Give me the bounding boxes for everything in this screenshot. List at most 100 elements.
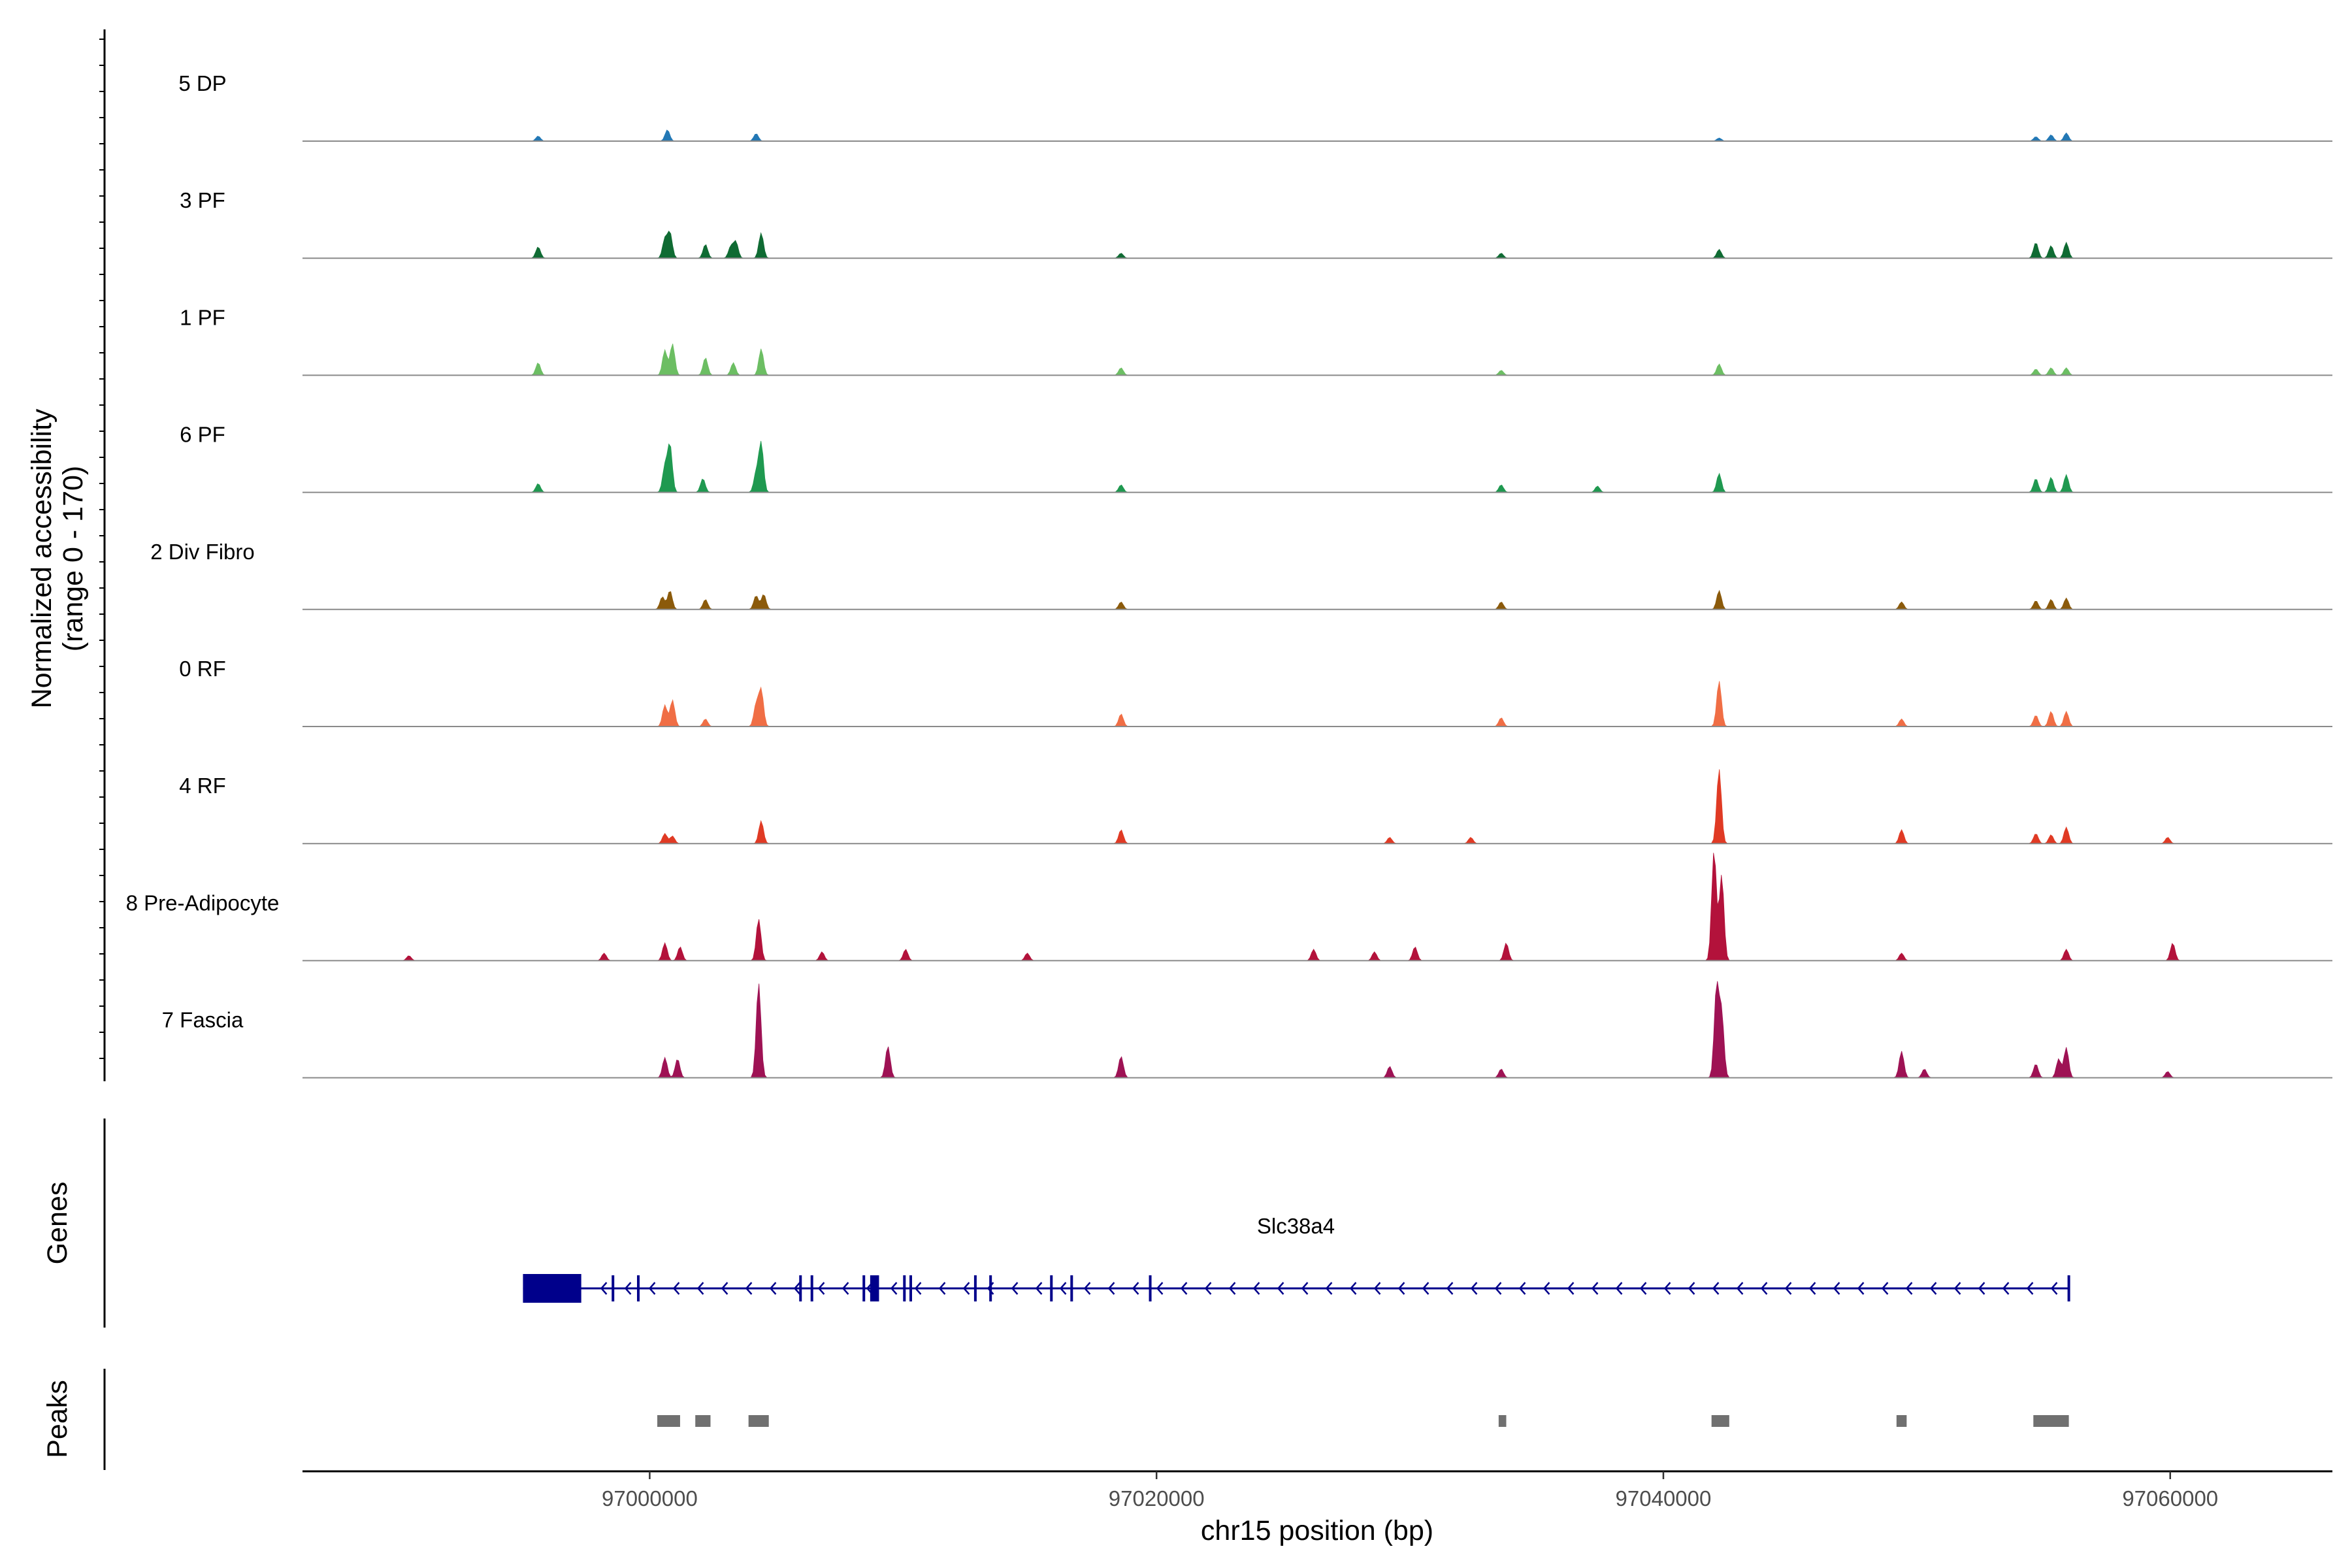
track-1-pf: 1 PF	[180, 305, 2332, 376]
x-axis-ticks: 97000000 97020000 97040000 97060000	[602, 1471, 2218, 1511]
track-label: 0 RF	[179, 657, 226, 681]
track-label: 8 Pre-Adipocyte	[126, 890, 280, 915]
x-tick-label: 97040000	[1616, 1486, 1712, 1511]
strand-arrow	[1228, 1282, 1236, 1295]
peak-region	[1896, 1415, 1907, 1427]
strand-arrow	[1712, 1282, 1720, 1295]
strand-arrow	[1446, 1282, 1454, 1295]
peaks-track	[657, 1415, 2069, 1427]
gene-exon	[1070, 1275, 1073, 1301]
peak-region	[1498, 1415, 1507, 1427]
strand-arrow	[841, 1282, 849, 1295]
peaks-panel-title: Peaks	[42, 1380, 73, 1458]
coverage-area	[370, 981, 2234, 1078]
accessibility-y-title: Normalized accessibility	[26, 408, 57, 708]
coverage-area	[370, 681, 2234, 727]
gene-exon	[612, 1275, 615, 1301]
strand-arrow	[1905, 1282, 1913, 1295]
strand-arrow	[745, 1282, 753, 1295]
strand-arrow	[1808, 1282, 1816, 1295]
gene-exon	[637, 1275, 640, 1301]
track-label: 1 PF	[180, 305, 225, 329]
strand-arrow	[672, 1282, 680, 1295]
track-label: 6 PF	[180, 423, 225, 447]
strand-arrow	[1204, 1282, 1212, 1295]
strand-arrow	[1035, 1282, 1043, 1295]
gene-label: Slc38a4	[1257, 1214, 1335, 1238]
strand-arrow	[1325, 1282, 1333, 1295]
x-axis-title: chr15 position (bp)	[1201, 1515, 1433, 1546]
strand-arrow	[1978, 1282, 1985, 1295]
strand-arrow	[1953, 1282, 1961, 1295]
gene-exon	[989, 1275, 992, 1301]
strand-arrow	[1784, 1282, 1792, 1295]
strand-arrow	[1059, 1282, 1067, 1295]
track-label: 4 RF	[179, 774, 226, 798]
gene-track	[523, 1274, 2070, 1303]
strand-arrow	[1567, 1282, 1575, 1295]
gene-exon	[810, 1275, 813, 1301]
peak-region	[1711, 1415, 1729, 1427]
peak-region	[695, 1415, 711, 1427]
accessibility-y-range: (range 0 - 170)	[57, 466, 89, 651]
strand-arrow	[1397, 1282, 1405, 1295]
strand-arrow	[1107, 1282, 1115, 1295]
strand-arrow	[890, 1282, 898, 1295]
coverage-area	[370, 769, 2234, 844]
gene-exon	[523, 1274, 581, 1303]
genes-panel-title: Genes	[42, 1182, 73, 1265]
gene-exon	[1050, 1275, 1053, 1301]
track-5-dp: 5 DP	[178, 71, 2332, 142]
accessibility-y-ticks	[99, 39, 105, 1059]
track-4-rf: 4 RF	[179, 769, 2332, 845]
strand-arrow	[1688, 1282, 1695, 1295]
track-6-pf: 6 PF	[180, 423, 2332, 493]
strand-arrow	[1760, 1282, 1768, 1295]
strand-arrow	[1494, 1282, 1502, 1295]
strand-arrow	[1615, 1282, 1623, 1295]
strand-arrow	[1301, 1282, 1309, 1295]
coverage-area	[370, 129, 2234, 142]
strand-arrow	[1833, 1282, 1840, 1295]
coverage-area	[370, 589, 2234, 610]
strand-arrow	[1470, 1282, 1478, 1295]
strand-arrow	[1591, 1282, 1599, 1295]
track-label: 3 PF	[180, 188, 225, 212]
strand-arrow	[600, 1282, 608, 1295]
gene-exon	[973, 1275, 977, 1301]
gene-exon	[870, 1275, 879, 1301]
track-label: 7 Fascia	[162, 1008, 244, 1032]
strand-arrow	[962, 1282, 970, 1295]
coverage-tracks: 5 DP 3 PF 1 PF 6 PF 2 Div Fibro 0 RF 4 RF 8 Pre…	[126, 71, 2332, 1079]
strand-arrow	[769, 1282, 777, 1295]
strand-arrow	[1736, 1282, 1744, 1295]
coverage-area	[370, 230, 2234, 259]
strand-arrow	[1663, 1282, 1671, 1295]
strand-arrow	[1543, 1282, 1550, 1295]
strand-arrow	[1349, 1282, 1357, 1295]
gene-exon	[799, 1275, 802, 1301]
strand-arrow	[1422, 1282, 1429, 1295]
x-tick-label: 97060000	[2122, 1486, 2218, 1511]
track-8-pre-adipocyte: 8 Pre-Adipocyte	[126, 853, 2332, 962]
strand-arrow	[2002, 1282, 2010, 1295]
strand-arrow	[2050, 1282, 2058, 1295]
strand-arrow	[1180, 1282, 1188, 1295]
strand-arrow	[914, 1282, 922, 1295]
strand-arrow	[793, 1282, 801, 1295]
strand-arrow	[817, 1282, 825, 1295]
strand-arrow	[1277, 1282, 1284, 1295]
strand-arrow	[1929, 1282, 1937, 1295]
track-0-rf: 0 RF	[179, 657, 2332, 727]
strand-arrow	[938, 1282, 946, 1295]
strand-arrow	[721, 1282, 728, 1295]
strand-arrow	[1881, 1282, 1889, 1295]
strand-arrow	[1083, 1282, 1091, 1295]
strand-arrow	[1252, 1282, 1260, 1295]
gene-exon	[862, 1275, 866, 1301]
x-tick-label: 97000000	[602, 1486, 698, 1511]
peak-region	[748, 1415, 769, 1427]
strand-arrow	[1156, 1282, 1164, 1295]
gene-exon	[1149, 1275, 1152, 1301]
x-tick-label: 97020000	[1109, 1486, 1205, 1511]
